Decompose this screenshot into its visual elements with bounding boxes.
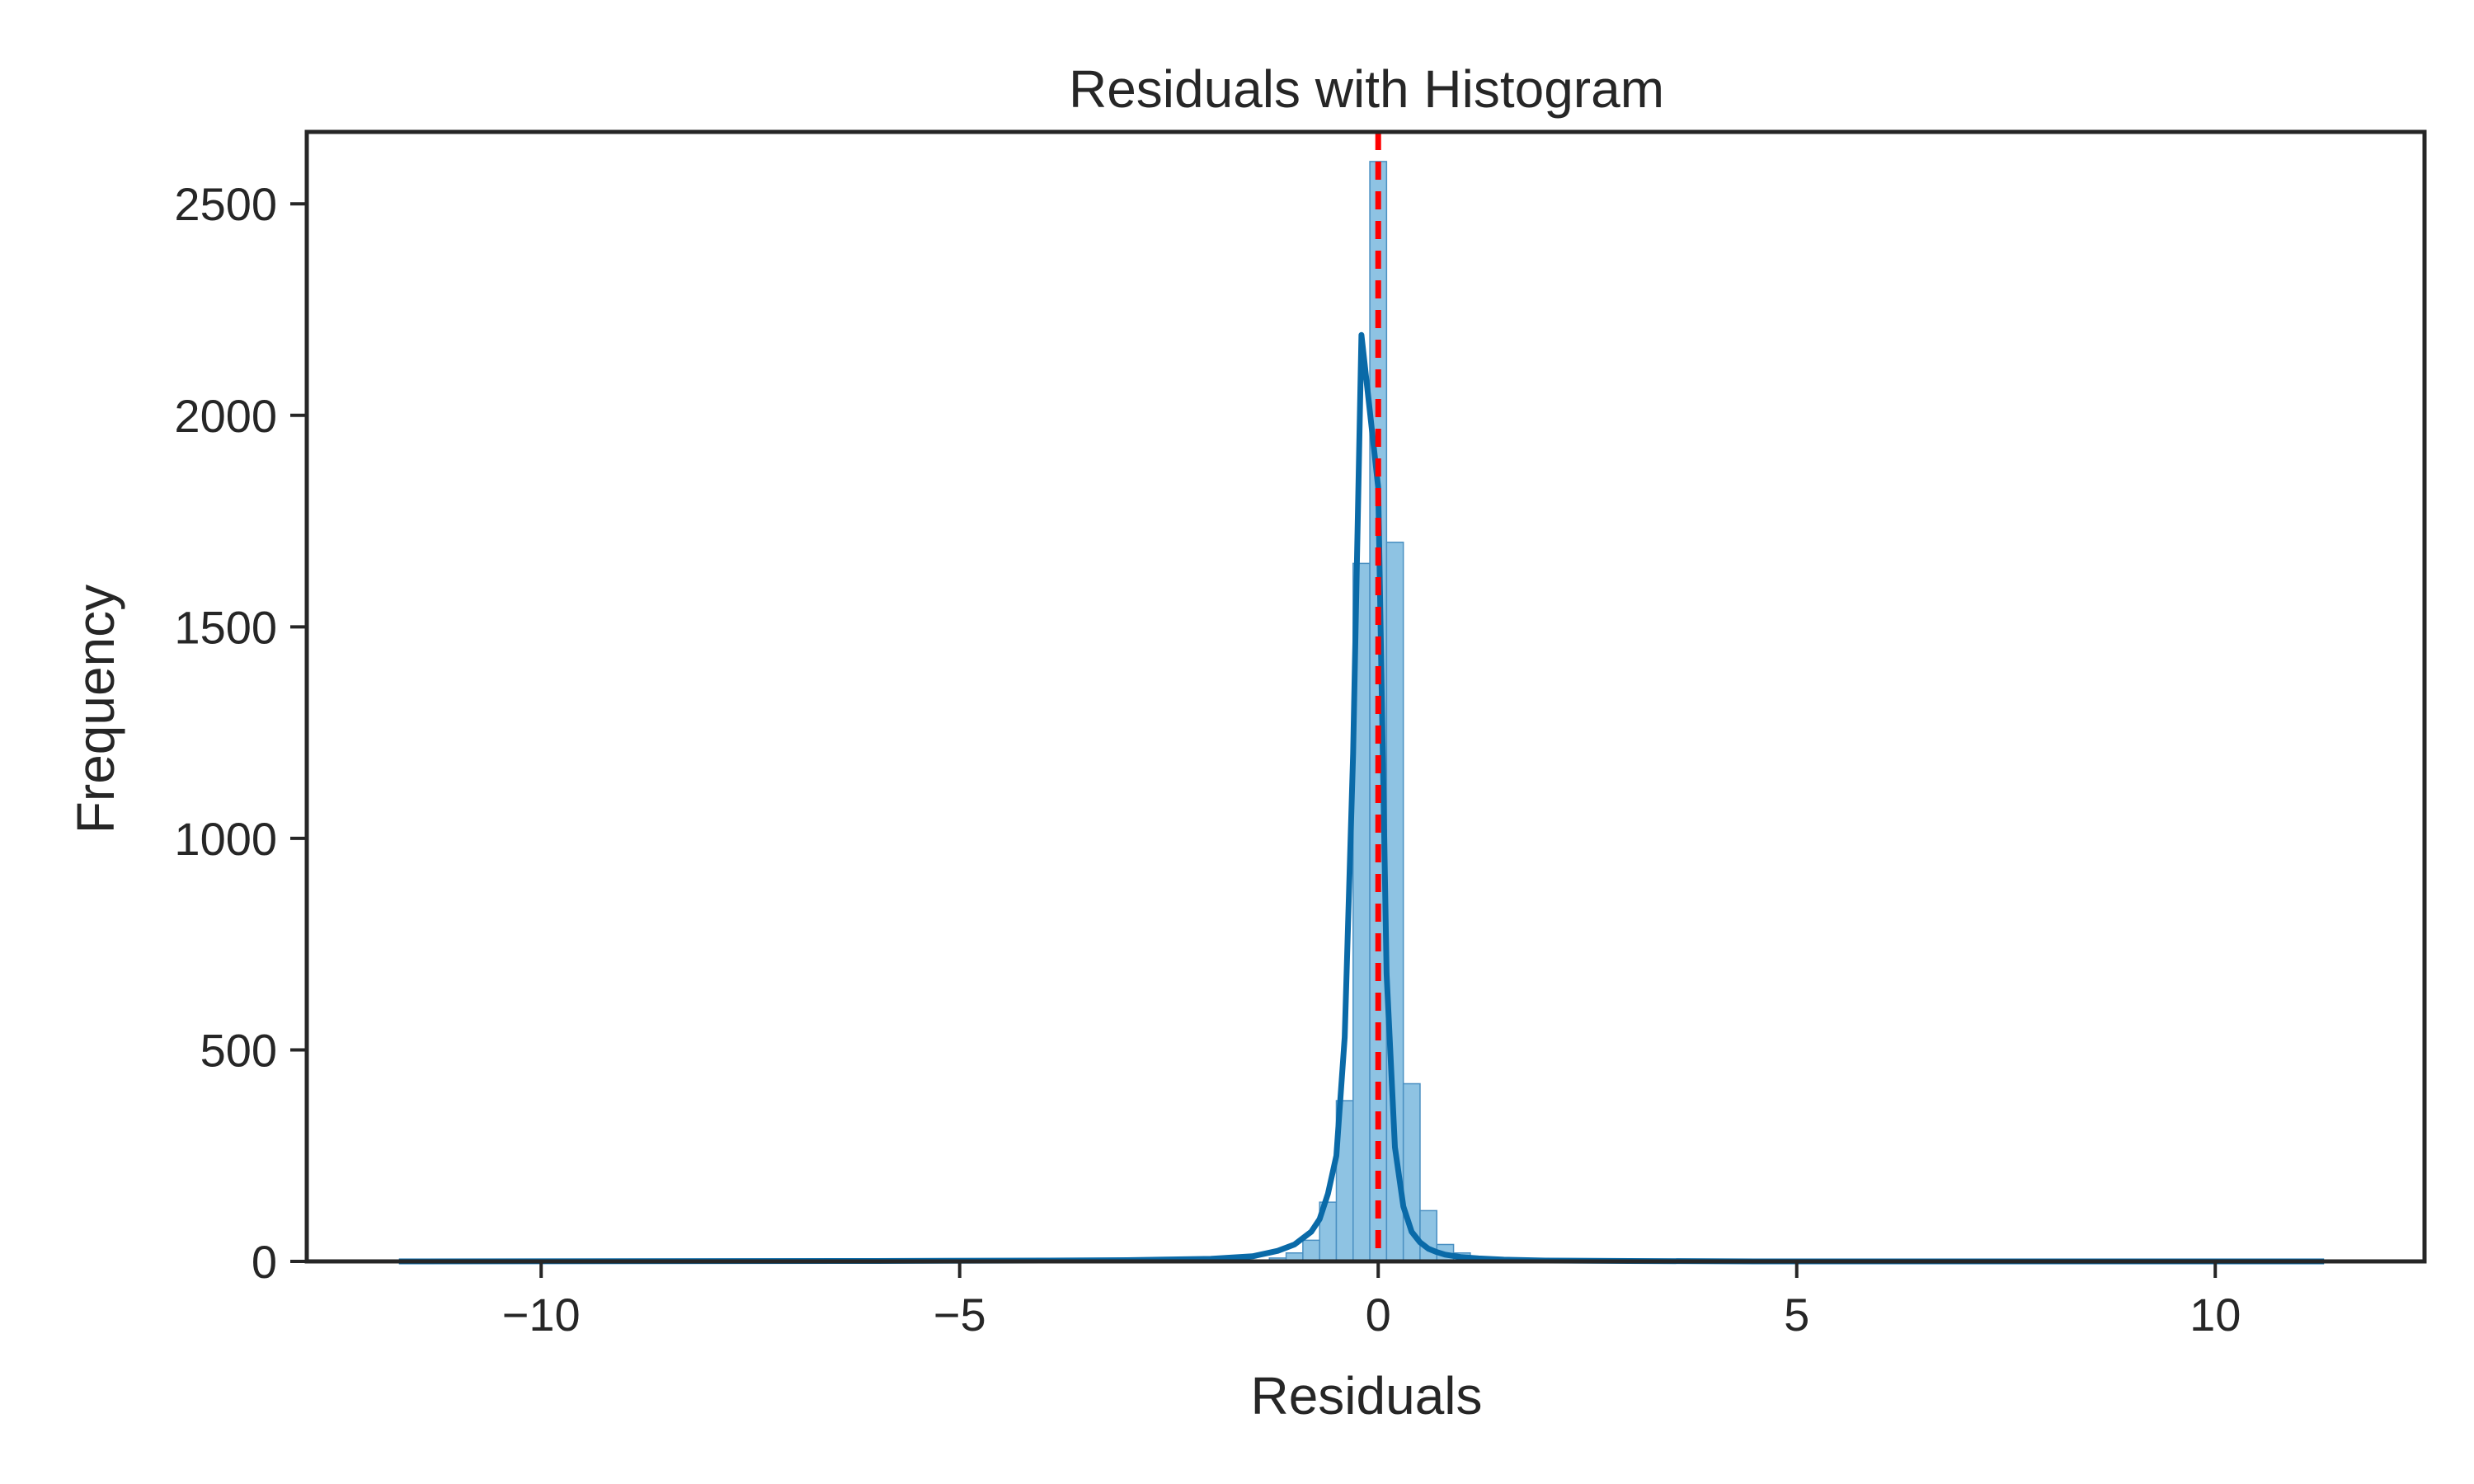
y-axis-ticks: 0 500 1000 1500 2000 2500: [174, 178, 307, 1288]
y-tick-label: 2000: [174, 390, 277, 442]
plot-area-frame: [304, 129, 2427, 1264]
x-tick-label: 10: [2189, 1289, 2241, 1341]
y-tick-label: 0: [252, 1236, 277, 1288]
x-tick-label: 5: [1784, 1289, 1809, 1341]
kde-curve: [398, 331, 2325, 1265]
chart-title: Residuals with Histogram: [1069, 59, 1664, 119]
histogram-bars: [1268, 161, 1505, 1262]
x-axis-ticks: −10 −5 0 5 10: [502, 1261, 2241, 1341]
y-axis-label: Frequency: [66, 585, 125, 834]
y-tick-label: 500: [200, 1024, 277, 1076]
y-tick-label: 2500: [174, 178, 277, 230]
y-tick-label: 1500: [174, 601, 277, 653]
histogram-bar: [1302, 1239, 1320, 1262]
x-axis-label: Residuals: [1250, 1366, 1482, 1425]
y-tick-label: 1000: [174, 813, 277, 865]
x-tick-label: −10: [502, 1289, 581, 1341]
x-tick-label: 0: [1366, 1289, 1391, 1341]
x-tick-label: −5: [934, 1289, 986, 1341]
